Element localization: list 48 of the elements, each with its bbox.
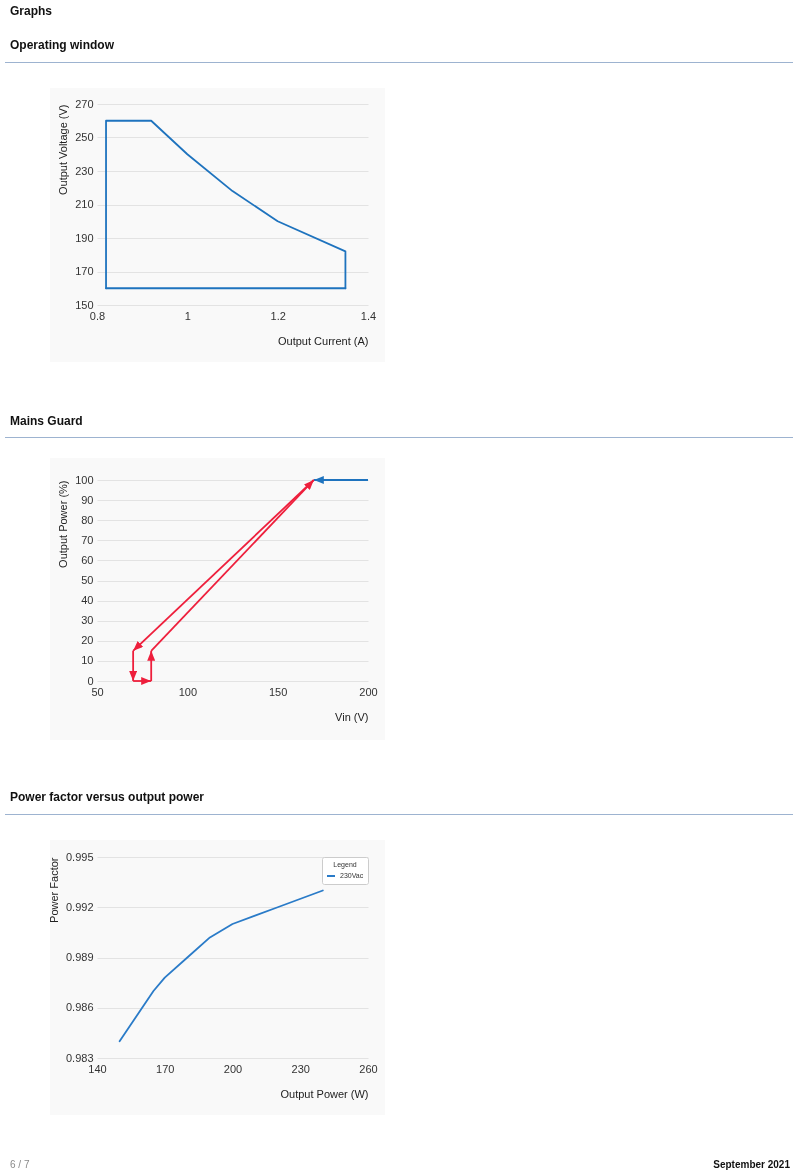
y-tick-label: 170 bbox=[75, 265, 94, 277]
x-axis-title: Vin (V) bbox=[335, 710, 369, 723]
y-tick-label: 0.989 bbox=[65, 951, 94, 963]
y-tick-label: 30 bbox=[81, 614, 94, 627]
y-tick-label: 190 bbox=[75, 231, 94, 244]
x-tick-label: 260 bbox=[359, 1062, 378, 1075]
text: September 2021 bbox=[713, 1159, 790, 1171]
y-tick-label: 40 bbox=[81, 594, 94, 607]
y-tick-label: 0.983 bbox=[65, 1051, 94, 1064]
y-tick-label: 250 bbox=[75, 131, 94, 143]
y-tick-label: 100 bbox=[75, 473, 94, 486]
x-tick-label: 1.4 bbox=[360, 309, 377, 322]
y-tick-label: 50 bbox=[81, 574, 94, 586]
x-tick-label: 230 bbox=[291, 1062, 310, 1075]
y-tick-label: 150 bbox=[75, 298, 94, 311]
y-tick-label: 20 bbox=[81, 634, 94, 647]
x-tick-label: 50 bbox=[91, 685, 104, 698]
chart-title: Operating window bbox=[10, 38, 114, 52]
x-tick-label: 140 bbox=[88, 1062, 107, 1075]
x-tick-label: 100 bbox=[178, 685, 198, 698]
x-axis-title: Output Power (W) bbox=[280, 1087, 369, 1100]
x-tick-label: 1.2 bbox=[270, 309, 286, 322]
chart-title: Mains Guard bbox=[10, 414, 83, 428]
x-tick-label: 0.8 bbox=[89, 309, 106, 322]
x-tick-label: 200 bbox=[223, 1062, 243, 1075]
y-tick-label: 80 bbox=[81, 513, 94, 526]
y-tick-label: 210 bbox=[75, 198, 94, 210]
x-tick-label: 170 bbox=[156, 1062, 175, 1075]
x-tick-label: 150 bbox=[268, 685, 288, 698]
y-axis-title: Power Factor bbox=[47, 857, 60, 923]
y-tick-label: 0.992 bbox=[65, 900, 94, 913]
x-axis-title: Output Current (A) bbox=[278, 334, 369, 347]
x-tick-label: 200 bbox=[359, 685, 378, 698]
y-tick-label: 10 bbox=[81, 654, 94, 667]
y-tick-label: 60 bbox=[81, 553, 94, 566]
text: Graphs bbox=[10, 4, 53, 18]
y-tick-label: 0.986 bbox=[65, 1001, 94, 1014]
y-axis-title: Output Voltage (V) bbox=[57, 104, 70, 195]
y-tick-label: 90 bbox=[81, 493, 94, 506]
chart-title: Power factor versus output power bbox=[10, 790, 205, 804]
y-tick-label: 70 bbox=[81, 533, 94, 546]
x-tick-label: 1 bbox=[184, 309, 191, 322]
text: 6 / 7 bbox=[10, 1159, 30, 1171]
y-tick-label: 270 bbox=[75, 97, 94, 110]
y-axis-title: Output Power (%) bbox=[57, 480, 70, 568]
y-tick-label: 230 bbox=[75, 164, 94, 177]
y-tick-label: 0 bbox=[87, 674, 94, 687]
y-tick-label: 0.995 bbox=[65, 850, 94, 863]
